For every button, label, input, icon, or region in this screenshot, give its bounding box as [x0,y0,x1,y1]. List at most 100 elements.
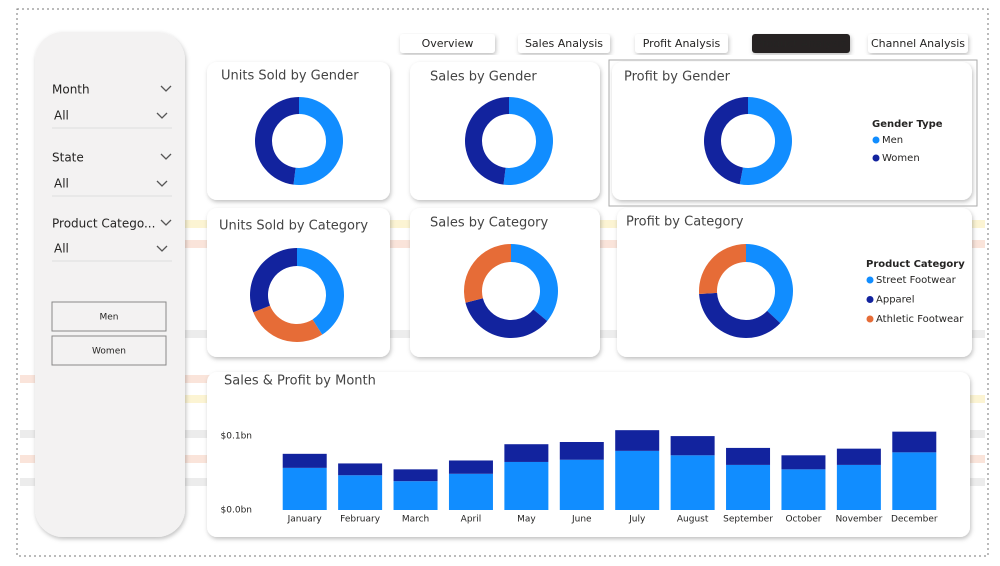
filter-button[interactable] [51,335,167,366]
x-tick-label: April [461,515,482,525]
nav-button[interactable] [868,34,968,53]
card [207,208,390,357]
donut-segment [704,97,748,185]
bar-segment [504,461,549,510]
bar-segment [670,455,715,510]
bar-segment [892,431,937,453]
legend-label: Athletic Footwear [876,314,964,325]
legend-marker [866,296,874,303]
donut-segment [293,97,344,185]
legend-label: Women [882,153,920,164]
filter-panel [35,32,185,537]
chevron [156,245,168,252]
bar-segment [781,455,826,470]
bar-segment [448,460,493,474]
legend-label: Apparel [876,295,915,306]
legend-label: Street Footwear [876,275,957,286]
donut-segment [250,248,297,313]
chart-title: Sales by Gender [430,70,537,85]
card [410,62,600,200]
slicer-label: Month [52,83,90,97]
x-tick-label: February [340,515,381,525]
chart-title: Sales by Category [430,216,549,231]
y-tick-label: $0.0bn [221,506,252,516]
nav-button[interactable] [518,34,610,53]
x-tick-label: August [677,515,709,525]
donut-segment [746,244,793,324]
legend-marker [866,276,874,284]
chevron [160,219,172,226]
bar-segment [338,475,383,510]
chart-title: Sales & Profit by Month [224,374,376,389]
legend-title: Gender Type [872,119,943,130]
slicer-value[interactable]: All [54,109,69,123]
chart-title: Profit by Gender [624,70,731,85]
filter-button-label[interactable]: Women [92,347,126,357]
slicer-value[interactable]: All [54,242,69,256]
nav-button-label[interactable]: Channel Analysis [871,37,965,50]
bar-segment [393,481,438,510]
bar-segment [338,463,383,476]
nav-button[interactable] [635,34,728,53]
nav-button-label[interactable]: Overview [422,37,474,50]
nav-button-label[interactable]: Profit Analysis [643,37,721,50]
slicer-value[interactable]: All [54,177,69,191]
x-tick-label: May [517,515,536,525]
bar-segment [282,453,327,468]
bar-segment [282,467,327,510]
bar-segment [726,447,771,465]
bar-segment [670,436,715,456]
y-tick-label: $0.1bn [221,432,252,442]
x-tick-label: November [835,515,882,525]
bar-segment [836,448,881,465]
chevron [156,112,168,119]
donut-segment [465,97,509,185]
donut-segment [699,244,746,294]
x-tick-label: September [723,515,773,525]
frame [16,8,989,557]
bar-segment [559,442,604,460]
chevron [156,180,168,187]
chart-title: Profit by Category [626,215,744,230]
donut-segment [511,244,558,321]
filter-button[interactable] [51,301,167,332]
card [410,208,600,357]
nav-button-label[interactable]: Sales Analysis [525,37,603,50]
x-tick-label: March [402,515,429,525]
donut-segment [465,298,548,338]
donut-segment [464,244,511,303]
donut-segment [699,292,781,338]
bar-segment [393,469,438,482]
donut-segment [739,97,793,186]
donut-segment [253,305,323,343]
bar-segment [615,450,660,510]
bar-segment [726,464,771,510]
bar-segment [836,464,881,510]
chevron [160,153,172,160]
donut-segment [255,97,299,185]
legend-marker [866,315,874,323]
slicer-label: Product Catego... [52,217,155,231]
bar-segment [448,473,493,510]
x-tick-label: July [628,515,646,525]
bar-segment [559,459,604,510]
legend-marker [872,154,880,162]
bar-segment [504,444,549,462]
donut-segment [503,97,554,186]
filter-button-label[interactable]: Men [99,313,118,323]
x-tick-label: January [287,515,323,525]
legend-title: Product Category [866,259,965,270]
nav-button[interactable] [400,34,495,53]
legend-label: Men [882,135,903,146]
x-tick-label: December [891,515,938,525]
bar-segment [892,452,937,510]
x-tick-label: June [571,515,592,525]
card-focus-border [608,59,978,207]
bar-segment [781,469,826,510]
nav-button[interactable] [752,34,850,53]
bar-segment [615,430,660,451]
nav-button-label[interactable]: Product Analysis [756,37,847,50]
card [207,62,390,200]
